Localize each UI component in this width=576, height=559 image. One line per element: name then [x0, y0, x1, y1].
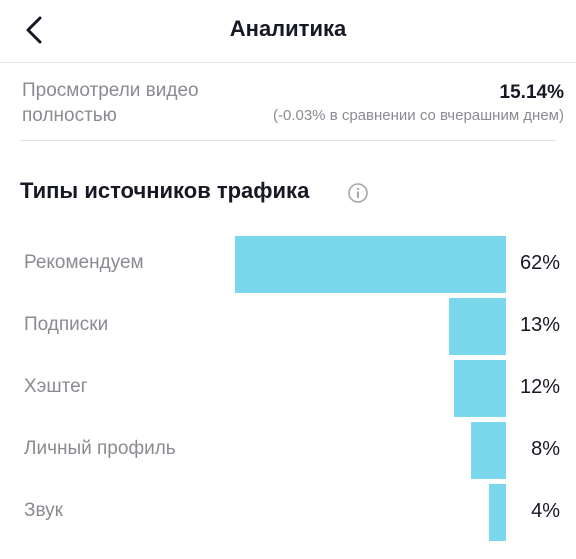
category-label: Хэштег: [24, 376, 88, 397]
category-label: Звук: [24, 500, 63, 521]
bar-1: [235, 236, 506, 293]
value-label: 13%: [519, 314, 560, 336]
value-label: 62%: [519, 252, 560, 274]
category-label: Рекомендуем: [24, 252, 144, 273]
traffic-sources-chart: Рекомендуем 62% Подписки 13% Хэштег 12% Личный…: [0, 232, 576, 552]
header: Аналитика: [0, 0, 576, 60]
metric-label: Просмотрели видео полностью: [22, 80, 199, 126]
category-label: Личный профиль: [24, 438, 176, 459]
bar-2: [449, 298, 506, 355]
chevron-left-icon: [26, 16, 42, 44]
metric-comparison: (-0.03% в сравнении со вчерашним днем): [273, 107, 564, 124]
metric-value: 15.14%: [499, 82, 564, 103]
info-icon[interactable]: [347, 182, 369, 204]
value-label: 4%: [531, 500, 560, 522]
header-divider: [0, 62, 576, 63]
bar-4: [471, 422, 506, 479]
value-label: 8%: [531, 438, 560, 460]
section-title: Типы источников трафика: [20, 178, 310, 203]
category-label: Подписки: [24, 314, 109, 335]
bar-3: [453, 360, 506, 417]
back-button[interactable]: [14, 12, 54, 48]
bar-5: [488, 484, 506, 541]
value-label: 12%: [519, 376, 560, 398]
section-divider: [20, 140, 556, 141]
page-title: Аналитика: [229, 16, 347, 41]
